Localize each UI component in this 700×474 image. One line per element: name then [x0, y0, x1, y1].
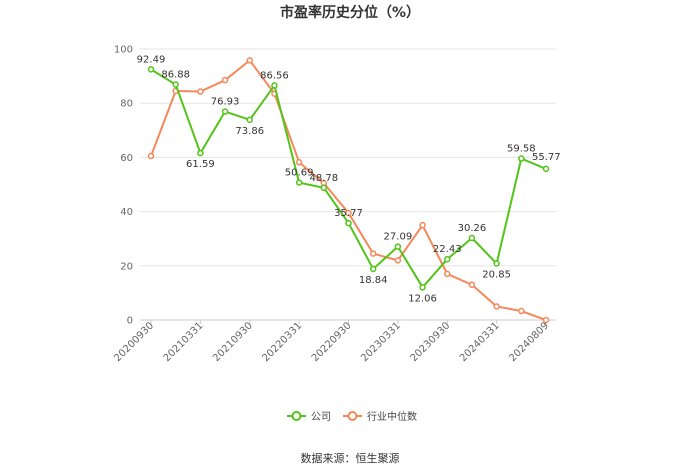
data-label-company: 50.69	[285, 168, 314, 179]
data-point-company[interactable]	[518, 155, 525, 162]
y-tick-label: 20	[120, 261, 133, 272]
data-point-industry-median[interactable]	[147, 152, 155, 160]
data-point-industry-median[interactable]	[468, 281, 476, 289]
data-point-industry-median[interactable]	[419, 221, 426, 229]
data-point-company[interactable]	[419, 284, 426, 291]
legend-marker-company	[291, 411, 302, 421]
data-label-company: 20.85	[482, 269, 511, 280]
data-label-company: 92.49	[137, 54, 166, 65]
data-point-company[interactable]	[197, 149, 204, 157]
data-label-company: 55.77	[532, 152, 561, 163]
data-point-company[interactable]	[246, 116, 253, 124]
data-point-company[interactable]	[271, 82, 278, 89]
data-point-industry-median[interactable]	[221, 76, 229, 84]
data-point-industry-median[interactable]	[394, 257, 402, 264]
x-tick-label: 20240331	[458, 320, 502, 364]
data-point-industry-median[interactable]	[246, 57, 253, 64]
data-label-company: 18.84	[359, 275, 388, 286]
legend-label-company: 公司	[311, 412, 331, 423]
data-label-company: 61.59	[186, 159, 215, 170]
data-point-company[interactable]	[320, 184, 328, 192]
data-point-company[interactable]	[147, 66, 155, 73]
y-tick-label: 60	[120, 153, 133, 164]
data-label-company: 59.58	[507, 144, 536, 155]
data-point-company[interactable]	[221, 108, 229, 115]
data-point-company[interactable]	[172, 81, 179, 88]
data-label-company: 35.77	[334, 208, 363, 219]
legend-marker-industry-median	[347, 411, 358, 421]
data-point-industry-median[interactable]	[444, 270, 451, 278]
data-point-industry-median[interactable]	[542, 316, 550, 324]
data-point-company[interactable]	[369, 265, 377, 273]
legend: 公司 行业中位数	[287, 410, 417, 423]
data-point-company[interactable]	[493, 260, 500, 267]
x-tick-label: 20230331	[359, 320, 403, 364]
data-point-company[interactable]	[444, 255, 451, 263]
data-label-company: 30.26	[458, 223, 487, 234]
data-label-company: 73.86	[235, 126, 264, 137]
legend-item-company[interactable]: 公司	[287, 411, 331, 423]
data-point-company[interactable]	[468, 234, 476, 242]
data-label-company: 86.88	[161, 70, 190, 81]
data-point-industry-median[interactable]	[197, 88, 204, 95]
y-tick-label: 0	[127, 316, 133, 327]
data-point-company[interactable]	[345, 219, 352, 227]
data-source-note: 数据来源：恒生聚源	[301, 451, 400, 465]
y-tick-label: 100	[114, 45, 133, 56]
data-label-company: 22.43	[433, 244, 462, 255]
data-point-industry-median[interactable]	[493, 303, 500, 310]
data-point-industry-median[interactable]	[295, 159, 303, 166]
data-label-company: 48.78	[309, 173, 338, 184]
x-tick-label: 20220930	[310, 320, 354, 364]
data-point-company[interactable]	[394, 243, 402, 250]
x-tick-label: 20210930	[211, 320, 255, 364]
chart-title: 市盈率历史分位（%）	[280, 4, 420, 21]
legend-item-industry-median[interactable]: 行业中位数	[343, 410, 417, 423]
data-label-company: 86.56	[260, 70, 289, 81]
data-point-company[interactable]	[542, 165, 550, 173]
x-tick-label: 20240809	[507, 320, 551, 364]
series-layer	[147, 57, 550, 324]
data-label-company: 76.93	[211, 97, 240, 108]
x-tick-label: 20230930	[409, 320, 453, 364]
x-tick-label: 20210331	[162, 320, 206, 364]
data-point-industry-median[interactable]	[369, 250, 377, 257]
data-label-company: 27.09	[384, 232, 413, 243]
data-point-industry-median[interactable]	[518, 307, 525, 315]
x-tick-label: 20220331	[260, 320, 304, 364]
data-label-layer: 92.49 86.88 61.59 76.93 73.86 86.56 50.6948.78…	[137, 54, 561, 304]
legend-label-industry-median: 行业中位数	[367, 410, 417, 423]
x-tick-label: 20200930	[112, 320, 156, 364]
data-point-industry-median[interactable]	[345, 209, 352, 217]
y-tick-label: 40	[120, 207, 133, 218]
y-tick-label: 80	[120, 99, 133, 110]
data-point-company[interactable]	[295, 179, 303, 186]
data-label-company: 12.06	[408, 293, 437, 304]
